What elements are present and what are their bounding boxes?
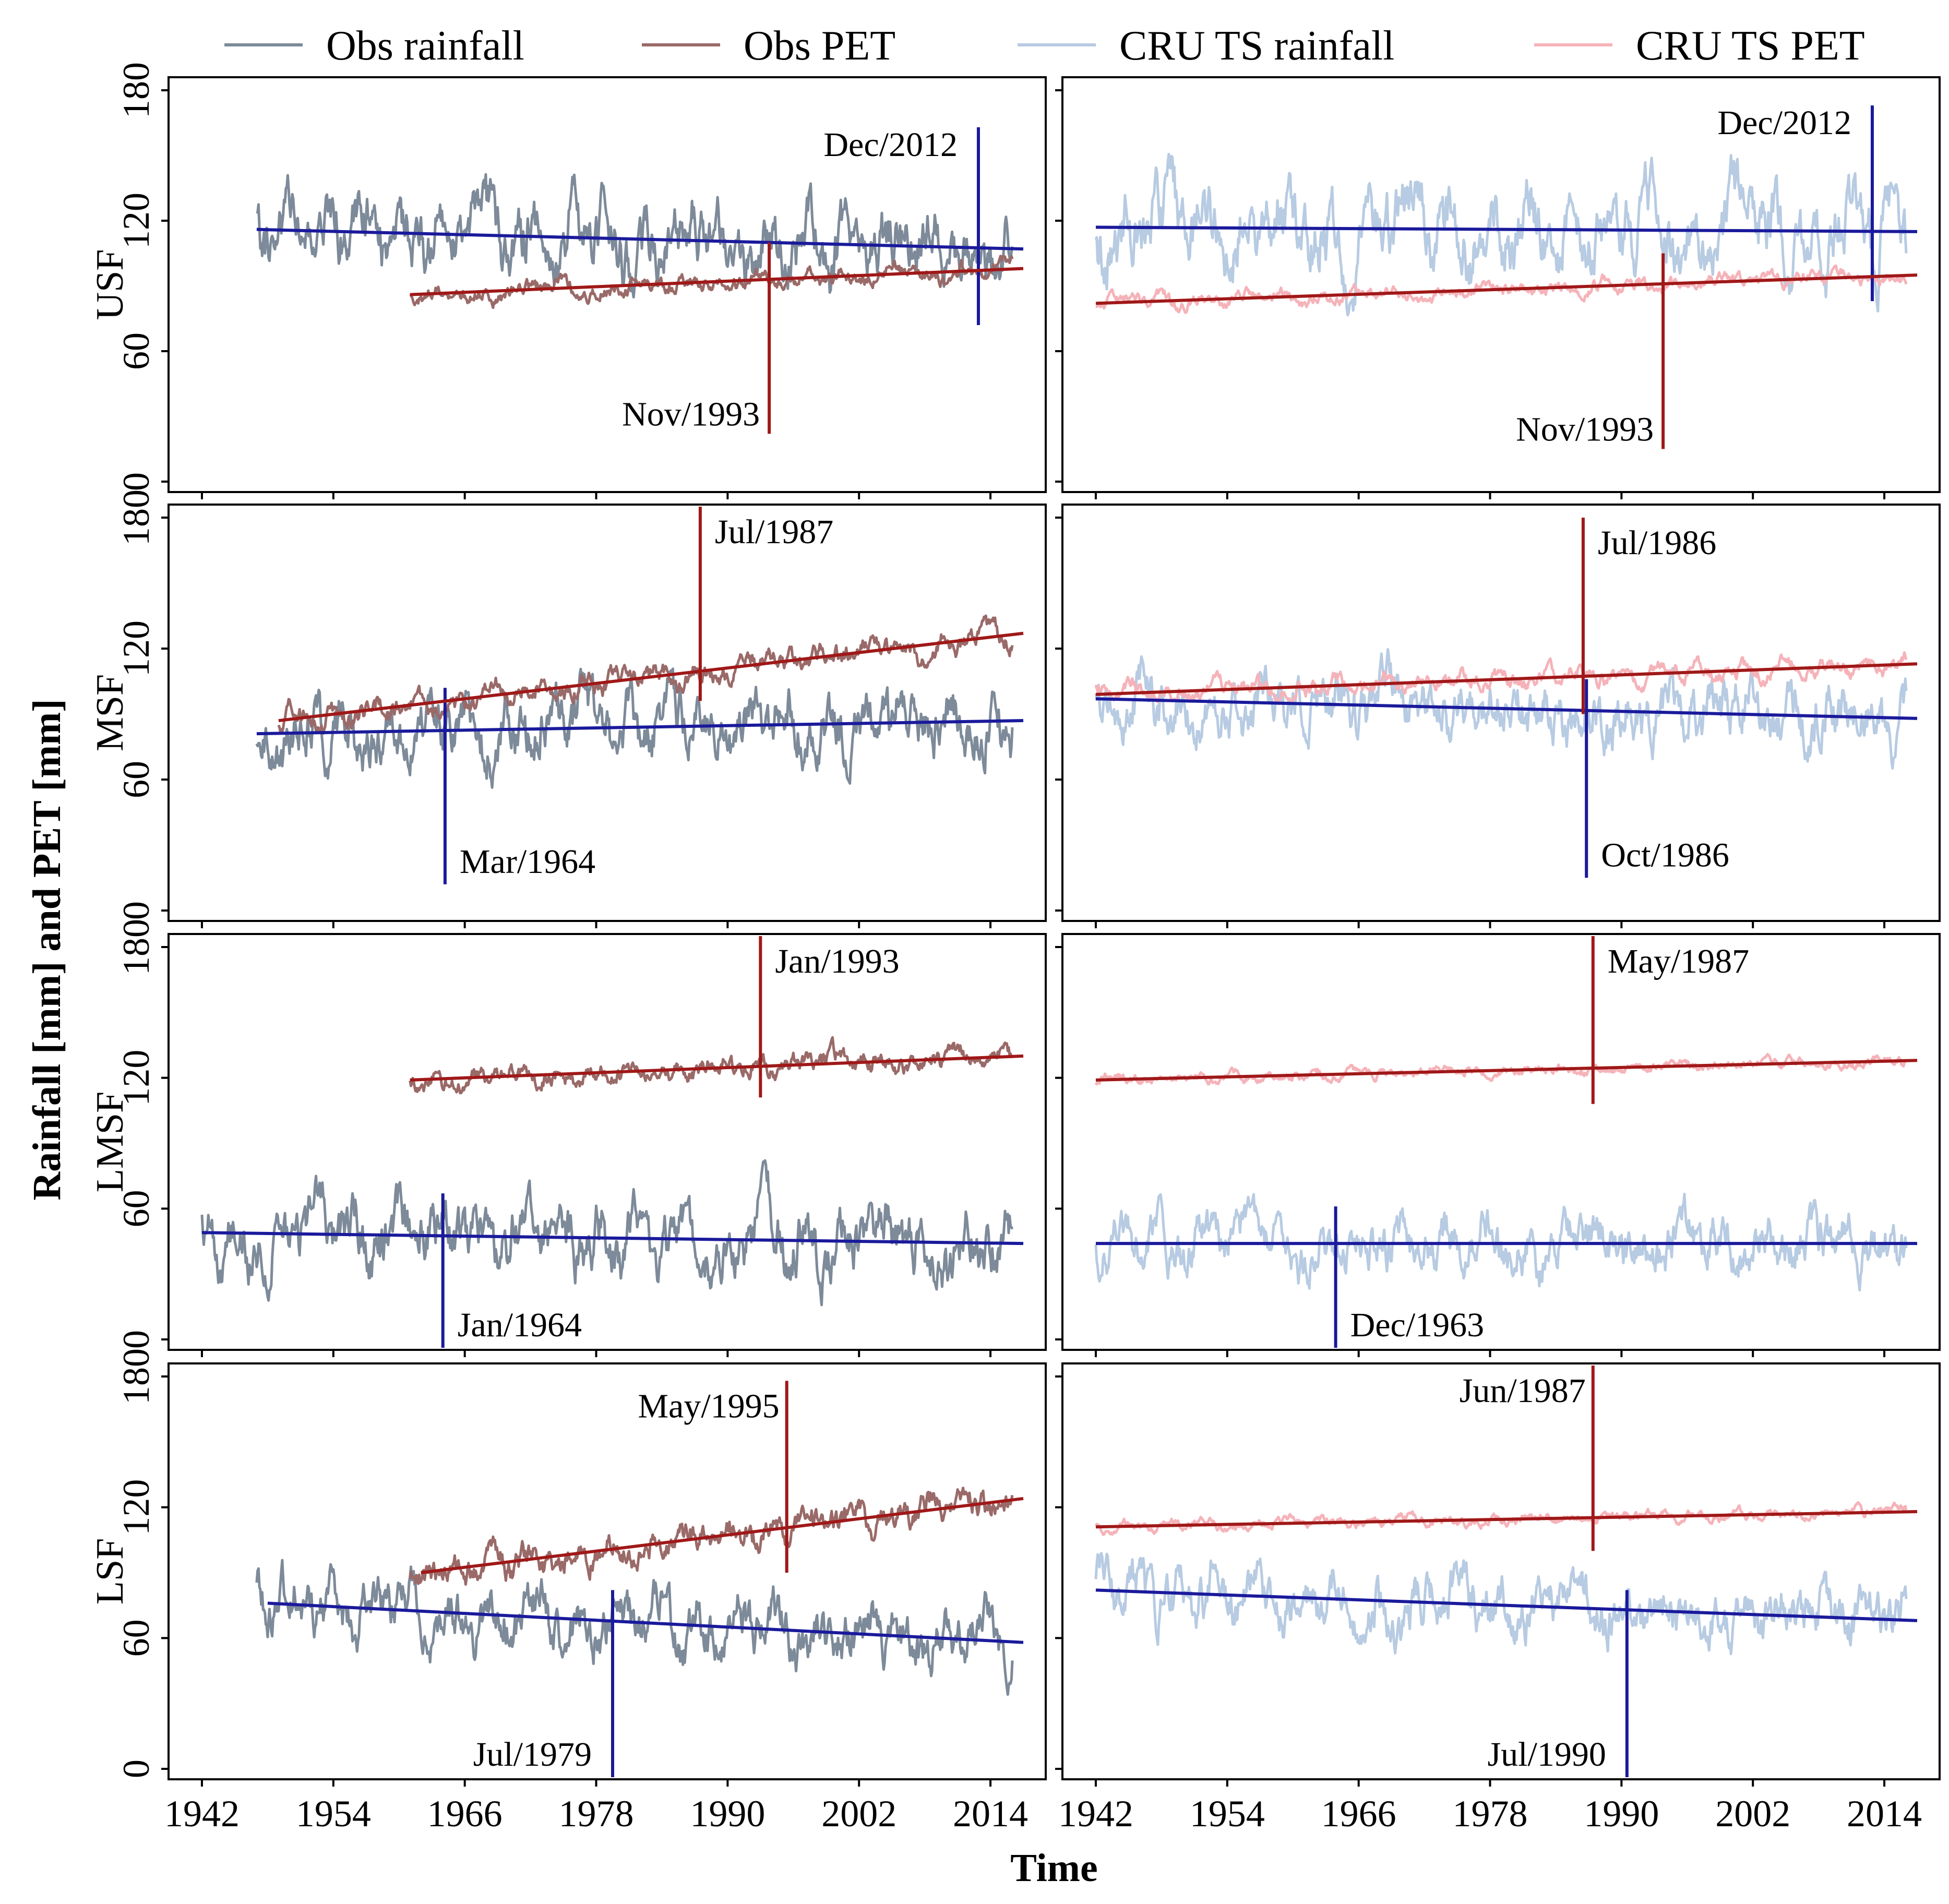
pet-breakpoint-label: Jan/1993 [775, 942, 899, 980]
y-tick-label: 60 [115, 761, 157, 798]
panel-lsf-obs: 0 60 120 180 1942 1954 1966 1978 1990 2002 2014 Jul… [115, 1348, 1047, 1835]
row-label-lmsf: LMSF [89, 1092, 131, 1192]
panel-msf-cru: Oct/1986 Jul/1986 [1055, 504, 1941, 928]
y-tick-label: 0 [115, 1759, 157, 1778]
row-label-usf: USF [89, 249, 131, 320]
pet-trend-line [1095, 1510, 1918, 1529]
pet-trend-line [1095, 662, 1918, 696]
legend: Obs rainfall Obs PET CRU TS rainfall CRU TS… [224, 23, 1865, 69]
rainfall-trend-line [201, 1231, 1024, 1246]
pet-breakpoint-label: Jul/1986 [1598, 524, 1716, 562]
row-label-lsf: LSF [89, 1538, 131, 1605]
legend-label-cru_pet: CRU TS PET [1636, 23, 1865, 69]
panel-lmsf-cru: Dec/1963 May/1987 [1055, 933, 1941, 1357]
x-axis-title: Time [1010, 1846, 1097, 1890]
panel-frame [168, 76, 1047, 493]
pet-breakpoint-label: Jul/1987 [715, 513, 833, 551]
y-tick-label: 180 [115, 919, 157, 975]
pet-trend-line [1095, 1059, 1918, 1082]
rainfall-trend-line [256, 227, 1024, 251]
pet-breakpoint-label: Nov/1993 [1516, 411, 1654, 449]
x-tick-label: 1990 [1584, 1793, 1659, 1835]
y-tick-label: 0 [115, 1330, 157, 1349]
pet-breakpoint-label: Nov/1993 [622, 395, 760, 433]
pet-series-line [409, 1487, 1014, 1586]
rainfall-trend-line [1095, 697, 1918, 720]
rainfall-series-line [255, 667, 1014, 789]
rainfall-breakpoint-label: Jul/1979 [473, 1735, 592, 1774]
x-tick-label: 2002 [1715, 1793, 1790, 1835]
rainfall-trend-line [267, 1601, 1024, 1644]
pet-series-line [409, 255, 1014, 309]
y-tick-label: 120 [115, 1479, 157, 1536]
y-tick-label: 180 [115, 489, 157, 546]
x-tick-label: 1990 [690, 1793, 765, 1835]
y-tick-label: 0 [115, 901, 157, 920]
rainfall-series-line [1094, 648, 1908, 770]
rainfall-breakpoint-label: Oct/1986 [1601, 836, 1729, 874]
x-tick-label: 1978 [1453, 1793, 1528, 1835]
rainfall-series-line [1094, 152, 1908, 317]
y-tick-label: 120 [115, 620, 157, 677]
panel-frame [1061, 933, 1941, 1351]
x-tick-label: 1978 [559, 1793, 634, 1835]
x-tick-label: 1942 [1058, 1793, 1133, 1835]
panel-lsf-cru: 1942 1954 1966 1978 1990 2002 2014 Jul/1990 Jun/… [1055, 1362, 1941, 1835]
y-tick-label: 180 [115, 62, 157, 118]
x-tick-label: 2014 [1847, 1793, 1922, 1835]
pet-trend-line [410, 267, 1024, 296]
pet-trend-line [278, 631, 1024, 723]
rainfall-breakpoint-label: Mar/1964 [460, 843, 595, 881]
rainfall-breakpoint-label: Jan/1964 [458, 1306, 582, 1344]
rainfall-trend-line [1095, 1588, 1918, 1622]
rainfall-trend-line [1095, 225, 1918, 233]
panel-frame [168, 504, 1047, 922]
panel-frame [168, 1362, 1047, 1780]
pet-breakpoint-label: May/1995 [638, 1387, 779, 1425]
panel-frame [1061, 1362, 1941, 1780]
row-label-msf: MSF [89, 674, 131, 751]
rainfall-breakpoint-label: Dec/2012 [1717, 104, 1851, 142]
panels: USF 0 60 120 180 Dec/2012 Nov/1993 Dec/2012 Nov/… [89, 62, 1941, 1835]
y-tick-label: 0 [115, 472, 157, 491]
y-tick-label: 120 [115, 1050, 157, 1106]
legend-label-obs_rainfall: Obs rainfall [326, 23, 524, 69]
y-tick-label: 60 [115, 332, 157, 370]
rainfall-trend-line [256, 719, 1024, 736]
legend-label-cru_rainfall: CRU TS rainfall [1119, 23, 1394, 69]
x-tick-label: 1966 [427, 1793, 503, 1835]
pet-series-line [1094, 651, 1908, 705]
panel-frame [168, 933, 1047, 1351]
x-tick-label: 1942 [164, 1793, 240, 1835]
panel-frame [1061, 76, 1941, 493]
pet-trend-line [410, 1054, 1024, 1082]
x-tick-label: 1954 [1190, 1793, 1265, 1835]
pet-series-line [409, 1036, 1013, 1095]
rainfall-breakpoint-label: Dec/1963 [1350, 1306, 1485, 1344]
panel-frame [1061, 504, 1941, 922]
panel-usf-cru: Dec/2012 Nov/1993 [1055, 76, 1941, 499]
y-tick-label: 60 [115, 1190, 157, 1227]
panel-msf-obs: 0 60 120 180 Mar/1964 Jul/1987 [115, 489, 1047, 928]
pet-breakpoint-label: Jun/1987 [1460, 1372, 1586, 1410]
pet-trend-line [1095, 273, 1918, 305]
x-tick-label: 1966 [1321, 1793, 1396, 1835]
pet-trend-line [421, 1496, 1024, 1574]
pet-breakpoint-label: May/1987 [1608, 942, 1749, 980]
y-tick-label: 180 [115, 1348, 157, 1405]
x-tick-label: 2014 [953, 1793, 1028, 1835]
x-tick-label: 2002 [821, 1793, 896, 1835]
panel-lmsf-obs: 0 60 120 180 Jan/1964 Jan/1993 [115, 919, 1047, 1357]
y-axis-title: Rainfall [mm] and PET [mm] [25, 699, 69, 1200]
y-tick-label: 60 [115, 1619, 157, 1657]
y-tick-label: 120 [115, 193, 157, 249]
panel-usf-obs: 0 60 120 180 Dec/2012 Nov/1993 [115, 62, 1047, 499]
rainfall-breakpoint-label: Jul/1990 [1487, 1735, 1606, 1774]
legend-label-obs_pet: Obs PET [744, 23, 895, 69]
x-tick-label: 1954 [296, 1793, 371, 1835]
rainfall-breakpoint-label: Dec/2012 [823, 126, 958, 164]
